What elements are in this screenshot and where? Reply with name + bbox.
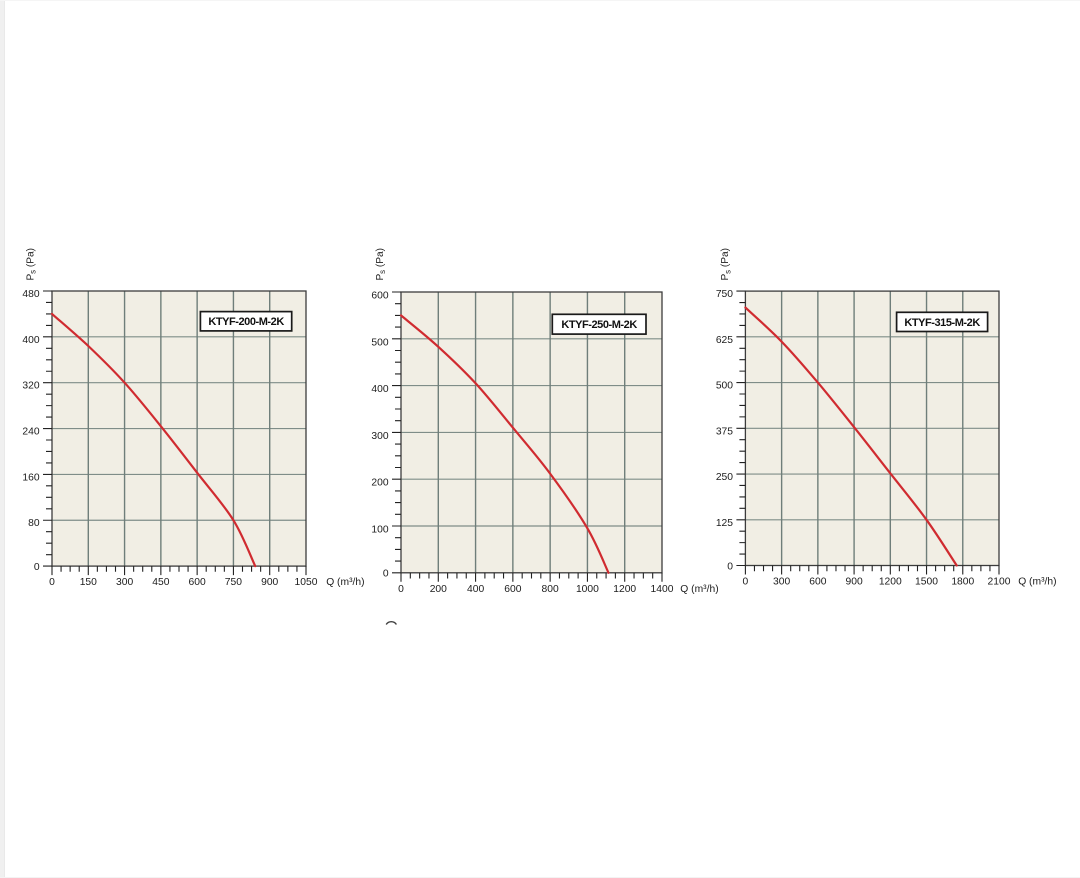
svg-text:200: 200 [430, 584, 447, 595]
svg-text:300: 300 [116, 577, 133, 588]
svg-text:80: 80 [28, 518, 40, 529]
svg-text:0: 0 [743, 577, 749, 588]
svg-text:250: 250 [716, 472, 733, 483]
svg-text:625: 625 [716, 335, 733, 346]
svg-text:900: 900 [261, 577, 278, 588]
svg-text:750: 750 [716, 289, 733, 300]
svg-text:600: 600 [189, 577, 206, 588]
svg-text:Q (m³/h): Q (m³/h) [680, 584, 718, 595]
svg-text:240: 240 [22, 426, 39, 437]
svg-text:800: 800 [542, 584, 559, 595]
svg-text:150: 150 [80, 577, 97, 588]
svg-text:0: 0 [49, 577, 55, 588]
svg-text:500: 500 [371, 337, 388, 348]
svg-text:300: 300 [773, 577, 790, 588]
svg-text:375: 375 [716, 426, 733, 437]
svg-text:450: 450 [152, 577, 169, 588]
svg-text:125: 125 [716, 518, 733, 529]
svg-text:2100: 2100 [988, 577, 1011, 588]
svg-text:1200: 1200 [879, 577, 902, 588]
svg-text:300: 300 [371, 431, 388, 442]
svg-text:900: 900 [846, 577, 863, 588]
svg-text:400: 400 [22, 335, 39, 346]
svg-text:600: 600 [371, 291, 388, 302]
svg-text:1500: 1500 [915, 577, 938, 588]
svg-text:KTYF-250-M-2K: KTYF-250-M-2K [561, 319, 637, 331]
svg-text:Ps (Pa): Ps (Pa) [375, 248, 387, 281]
svg-text:0: 0 [398, 584, 404, 595]
svg-text:600: 600 [504, 584, 521, 595]
svg-text:0: 0 [34, 562, 40, 573]
svg-text:320: 320 [22, 381, 39, 392]
svg-text:KTYF-200-M-2K: KTYF-200-M-2K [208, 316, 284, 328]
svg-text:200: 200 [371, 478, 388, 489]
svg-text:1050: 1050 [295, 577, 318, 588]
svg-text:480: 480 [22, 289, 39, 300]
svg-text:1800: 1800 [951, 577, 974, 588]
svg-text:400: 400 [371, 384, 388, 395]
svg-text:600: 600 [809, 577, 826, 588]
svg-text:1400: 1400 [651, 584, 674, 595]
svg-text:Ps (Pa): Ps (Pa) [720, 248, 732, 281]
svg-text:Ps (Pa): Ps (Pa) [25, 248, 37, 281]
svg-text:100: 100 [371, 525, 388, 536]
svg-text:Q (m³/h): Q (m³/h) [1018, 577, 1056, 588]
svg-text:750: 750 [225, 577, 242, 588]
svg-text:1200: 1200 [613, 584, 636, 595]
svg-text:500: 500 [716, 381, 733, 392]
svg-text:1000: 1000 [576, 584, 599, 595]
svg-text:0: 0 [727, 561, 733, 572]
svg-text:400: 400 [467, 584, 484, 595]
svg-text:Q (m³/h): Q (m³/h) [326, 577, 364, 588]
svg-text:160: 160 [22, 472, 39, 483]
svg-text:0: 0 [383, 569, 389, 580]
svg-text:KTYF-315-M-2K: KTYF-315-M-2K [904, 317, 980, 329]
